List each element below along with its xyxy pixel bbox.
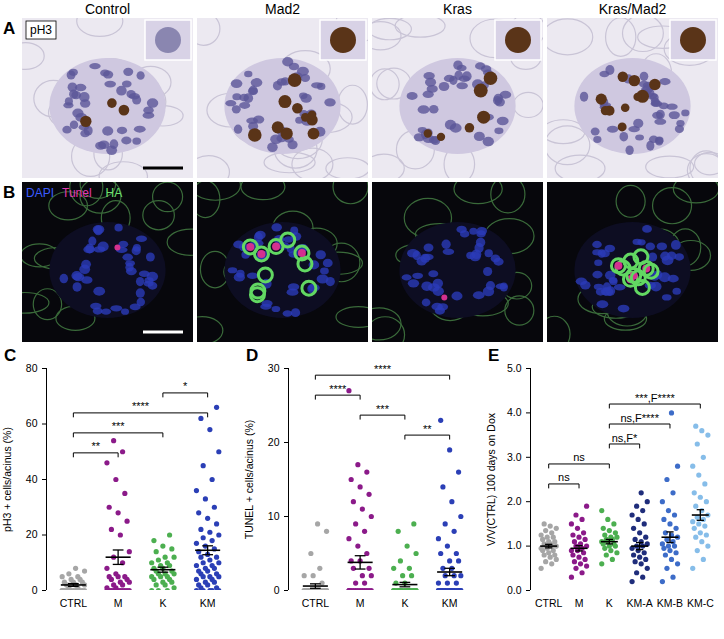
svg-text:40: 40 <box>26 473 38 485</box>
svg-text:pH3: pH3 <box>30 23 52 37</box>
svg-text:**: ** <box>91 440 100 452</box>
svg-text:****: **** <box>132 400 150 412</box>
svg-text:B: B <box>3 183 15 202</box>
svg-text:M: M <box>575 597 584 609</box>
svg-text:2.0: 2.0 <box>507 495 522 507</box>
svg-text:60: 60 <box>26 417 38 429</box>
svg-text:****: **** <box>329 383 347 395</box>
svg-text:K: K <box>401 597 408 609</box>
svg-text:V/V(CTRL) 100 days on Dox: V/V(CTRL) 100 days on Dox <box>485 412 497 546</box>
svg-text:0: 0 <box>32 584 38 596</box>
svg-text:KM-A: KM-A <box>627 597 653 609</box>
svg-text:DAPI: DAPI <box>26 186 54 200</box>
svg-text:CTRL: CTRL <box>60 597 88 609</box>
html-text:D: D <box>246 346 259 365</box>
svg-text:0: 0 <box>274 584 280 596</box>
svg-text:KM: KM <box>200 597 216 609</box>
svg-text:*: * <box>183 380 188 392</box>
svg-text:K: K <box>606 597 613 609</box>
html-text:C: C <box>4 346 17 365</box>
svg-text:20: 20 <box>268 436 280 448</box>
svg-text:***,F****: ***,F**** <box>635 392 675 404</box>
svg-text:5.0: 5.0 <box>507 362 522 374</box>
svg-text:KM-B: KM-B <box>657 597 683 609</box>
svg-text:ns,F*: ns,F* <box>612 432 638 444</box>
svg-text:10: 10 <box>268 510 280 522</box>
svg-text:**: ** <box>423 423 432 435</box>
svg-text:4.0: 4.0 <box>507 406 522 418</box>
svg-text:K: K <box>159 597 166 609</box>
svg-text:Control: Control <box>85 1 130 17</box>
svg-text:3.0: 3.0 <box>507 451 522 463</box>
svg-text:Kras: Kras <box>443 1 472 17</box>
svg-text:M: M <box>356 597 365 609</box>
svg-text:CTRL: CTRL <box>302 597 330 609</box>
svg-text:20: 20 <box>26 528 38 540</box>
svg-text:M: M <box>114 597 123 609</box>
svg-text:TUNEL + cells/acinus (%): TUNEL + cells/acinus (%) <box>243 420 255 540</box>
html-text:E: E <box>488 346 500 365</box>
svg-text:ns: ns <box>573 451 585 463</box>
svg-text:pH3 + cells/acinus (%): pH3 + cells/acinus (%) <box>1 427 13 532</box>
svg-text:30: 30 <box>268 362 280 374</box>
svg-text:A: A <box>3 19 15 38</box>
svg-text:***: *** <box>112 420 126 432</box>
svg-text:CTRL: CTRL <box>535 597 563 609</box>
svg-text:KM-C: KM-C <box>687 597 714 609</box>
svg-text:1.0: 1.0 <box>507 539 522 551</box>
svg-text:ns: ns <box>558 471 570 483</box>
svg-text:KM: KM <box>442 597 458 609</box>
svg-text:80: 80 <box>26 362 38 374</box>
svg-text:Kras/Mad2: Kras/Mad2 <box>599 1 667 17</box>
svg-text:Tunel: Tunel <box>62 186 92 200</box>
svg-text:0.0: 0.0 <box>507 584 522 596</box>
svg-text:ns,F****: ns,F**** <box>620 412 659 424</box>
svg-text:Mad2: Mad2 <box>265 1 300 17</box>
svg-text:***: *** <box>376 403 390 415</box>
svg-text:****: **** <box>374 363 392 375</box>
svg-text:HA: HA <box>106 186 123 200</box>
